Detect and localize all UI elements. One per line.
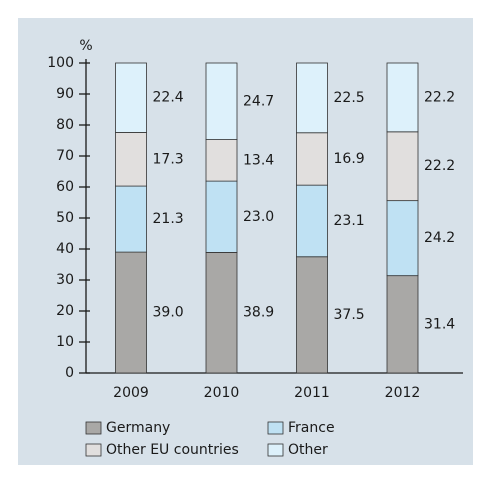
legend-label: France xyxy=(288,420,335,436)
value-label: 24.2 xyxy=(424,230,455,246)
y-tick-label: 0 xyxy=(65,365,74,381)
bar-segment xyxy=(205,180,238,253)
bar-segment xyxy=(386,62,419,133)
bar-segment xyxy=(296,184,328,258)
value-label: 24.7 xyxy=(243,93,274,109)
bar-segment xyxy=(386,131,419,202)
legend-swatch xyxy=(85,421,102,435)
y-tick-label: 70 xyxy=(56,148,74,164)
y-tick-label: 20 xyxy=(56,303,74,319)
x-tick-label: 2012 xyxy=(385,385,421,401)
value-label: 22.2 xyxy=(424,158,455,174)
bar-segment xyxy=(296,132,328,186)
bar-segment xyxy=(115,251,147,374)
value-label: 37.5 xyxy=(334,307,365,323)
y-tick-label: 90 xyxy=(56,86,74,102)
value-label: 13.4 xyxy=(243,152,274,168)
value-label: 39.0 xyxy=(153,305,184,321)
legend-swatch xyxy=(267,421,284,435)
x-tick-label: 2010 xyxy=(204,385,240,401)
x-tick-label: 2009 xyxy=(113,385,149,401)
bar-segment xyxy=(205,139,238,182)
y-tick-label: 10 xyxy=(56,334,74,350)
value-label: 38.9 xyxy=(243,305,274,321)
value-label: 22.4 xyxy=(153,90,184,106)
bar-segment xyxy=(386,200,419,277)
y-axis-label: % xyxy=(79,38,92,54)
bar-segment xyxy=(205,62,238,140)
y-tick-label: 80 xyxy=(56,117,74,133)
bar-segment xyxy=(115,185,147,253)
bar-segment xyxy=(115,132,147,187)
y-tick-label: 60 xyxy=(56,179,74,195)
bar-segment xyxy=(386,275,419,374)
legend-swatch xyxy=(267,443,284,457)
bar-segment xyxy=(296,256,328,374)
value-label: 17.3 xyxy=(153,151,184,167)
value-label: 23.1 xyxy=(334,213,365,229)
y-tick-label: 100 xyxy=(47,55,74,71)
legend-label: Other xyxy=(288,442,328,458)
value-label: 22.5 xyxy=(334,90,365,106)
y-tick-label: 50 xyxy=(56,210,74,226)
value-label: 22.2 xyxy=(424,89,455,105)
y-tick-label: 30 xyxy=(56,272,74,288)
value-label: 23.0 xyxy=(243,209,274,225)
x-tick-label: 2011 xyxy=(294,385,330,401)
bar-segment xyxy=(115,62,147,133)
bar-segment xyxy=(205,252,238,374)
value-label: 21.3 xyxy=(153,211,184,227)
value-label: 16.9 xyxy=(334,151,365,167)
legend-swatch xyxy=(85,443,102,457)
value-label: 31.4 xyxy=(424,316,455,332)
legend-label: Other EU countries xyxy=(106,442,239,458)
legend-label: Germany xyxy=(106,420,170,436)
y-tick-label: 40 xyxy=(56,241,74,257)
bar-segment xyxy=(296,62,328,134)
